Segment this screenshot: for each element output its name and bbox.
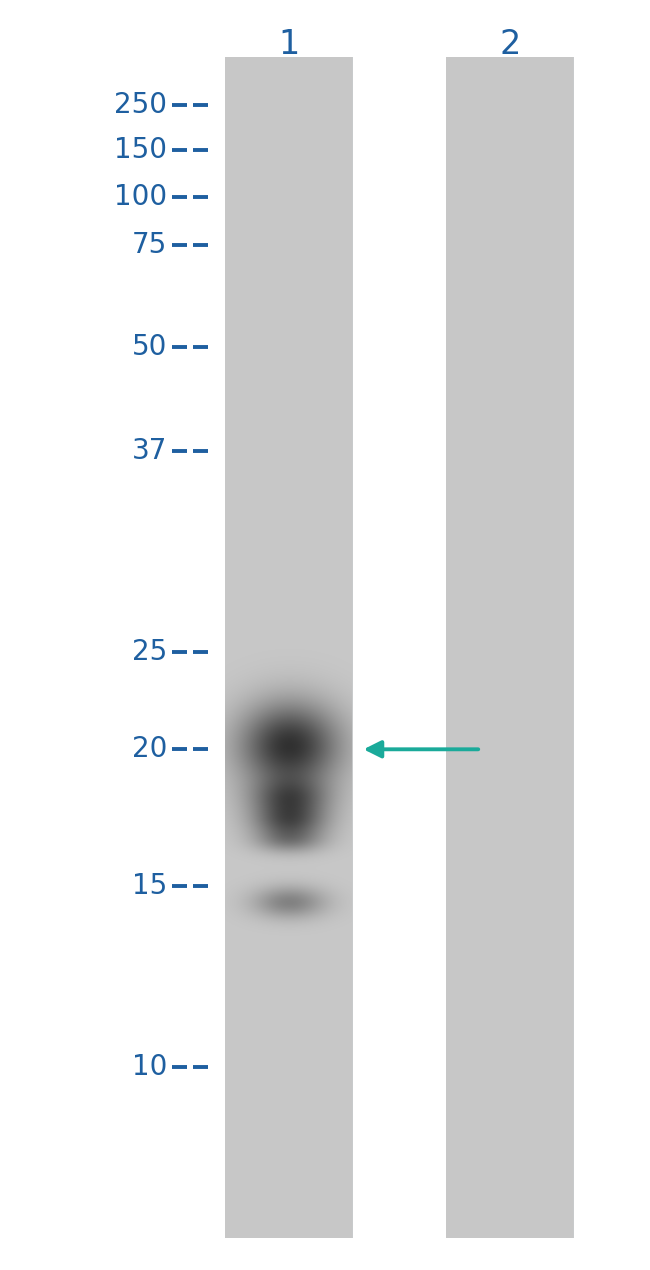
Text: 50: 50 [132,333,167,361]
Bar [226,57,352,1238]
Text: 20: 20 [132,735,167,763]
Bar [447,57,573,1238]
Text: 25: 25 [132,638,167,665]
Text: 15: 15 [132,872,167,900]
Text: 10: 10 [132,1053,167,1081]
Text: 250: 250 [114,91,167,119]
Text: 1: 1 [279,28,300,61]
Text: 75: 75 [132,231,167,259]
Text: 150: 150 [114,136,167,164]
Text: 2: 2 [500,28,521,61]
Text: 37: 37 [132,437,167,465]
Text: 100: 100 [114,183,167,211]
